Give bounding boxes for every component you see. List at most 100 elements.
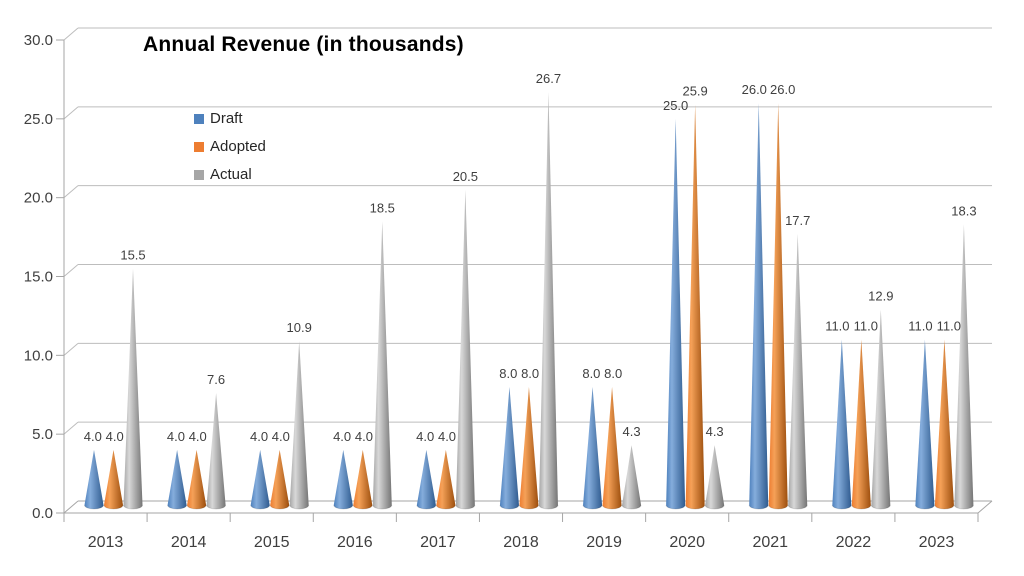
data-label: 4.3 [706, 424, 724, 439]
data-label: 4.0 [355, 429, 373, 444]
data-label: 4.0 [438, 429, 456, 444]
floor-right-edge [977, 500, 993, 514]
data-label: 4.0 [167, 429, 185, 444]
data-label: 26.0 [742, 82, 767, 97]
cone-adopted [934, 339, 954, 509]
data-label: 18.3 [951, 203, 976, 218]
x-axis-label: 2016 [337, 534, 373, 551]
cone-actual [538, 92, 558, 509]
legend-swatch-draft-icon [194, 114, 204, 124]
data-label: 26.7 [536, 71, 561, 86]
data-label: 18.5 [370, 200, 395, 215]
data-label: 12.9 [868, 289, 893, 304]
x-axis-label: 2017 [420, 534, 456, 551]
y-axis-label: 15.0 [24, 269, 53, 286]
data-label: 15.5 [120, 248, 145, 263]
legend-label-draft: Draft [210, 110, 243, 127]
legend-swatch-adopted-icon [194, 142, 204, 152]
data-label: 26.0 [770, 82, 795, 97]
data-label: 4.0 [189, 429, 207, 444]
x-axis-label: 2013 [88, 534, 124, 551]
cone-base-rim [934, 504, 955, 510]
cone-draft [333, 449, 353, 509]
cone-base-rim [851, 504, 872, 510]
cone-base-rim [167, 504, 188, 510]
cone-base-rim [518, 504, 539, 510]
cone-actual [289, 341, 309, 509]
x-axis-label: 2014 [171, 534, 207, 551]
data-label: 4.0 [333, 429, 351, 444]
cone-base-rim [289, 504, 310, 510]
legend-item-actual: Actual [194, 166, 266, 184]
x-axis-label: 2019 [586, 534, 622, 551]
cone-base-rim [582, 504, 603, 510]
data-label: 8.0 [604, 366, 622, 381]
cone-actual [788, 233, 808, 509]
cone-adopted [685, 104, 705, 509]
x-axis-label: 2023 [919, 534, 955, 551]
legend-label-adopted: Adopted [210, 138, 266, 155]
data-label: 11.0 [937, 319, 961, 334]
legend-item-draft: Draft [194, 110, 266, 128]
cone-base-rim [435, 504, 456, 510]
data-label: 4.3 [623, 424, 641, 439]
x-axis-label: 2020 [669, 534, 705, 551]
y-axis-label: 30.0 [24, 32, 53, 49]
cone-actual [622, 445, 642, 509]
cone-base-rim [621, 504, 642, 510]
cone-adopted [187, 449, 207, 509]
cone-draft [84, 449, 104, 509]
gridline-depth-segment [63, 264, 79, 277]
cone-draft [416, 449, 436, 509]
cone-base-rim [665, 504, 686, 510]
cone-base-rim [250, 504, 271, 510]
data-label: 4.0 [84, 429, 102, 444]
data-label: 25.0 [663, 98, 688, 113]
x-axis-label: 2018 [503, 534, 539, 551]
cone-draft [832, 339, 852, 509]
cone-base-rim [787, 504, 808, 510]
legend: Draft Adopted Actual [194, 110, 266, 194]
data-label: 4.0 [416, 429, 434, 444]
cone-base-rim [455, 504, 476, 510]
cone-draft [499, 386, 519, 509]
x-axis-label: 2021 [752, 534, 788, 551]
cone-base-rim [269, 504, 290, 510]
cone-draft [250, 449, 270, 509]
data-label: 17.7 [785, 213, 810, 228]
gridline-depth-segment [63, 27, 79, 41]
gridline-depth-segment [63, 500, 79, 514]
cone-base-rim [372, 504, 393, 510]
cone-adopted [270, 449, 290, 509]
data-label: 25.9 [682, 84, 707, 99]
x-axis-label: 2015 [254, 534, 290, 551]
data-label: 4.0 [250, 429, 268, 444]
cone-base-rim [103, 504, 124, 510]
data-label: 20.5 [453, 169, 478, 184]
chart-title: Annual Revenue (in thousands) [143, 33, 464, 56]
cone-base-rim [831, 504, 852, 510]
y-axis-label: 10.0 [24, 347, 53, 364]
cone-base-rim [186, 504, 207, 510]
cone-base-rim [538, 504, 559, 510]
data-label: 11.0 [854, 319, 878, 334]
cone-base-rim [685, 504, 706, 510]
cone-draft [167, 449, 187, 509]
gridline-depth-segment [63, 342, 79, 356]
cone-adopted [104, 449, 123, 509]
cone-adopted [851, 339, 871, 509]
y-axis-label: 20.0 [24, 190, 53, 207]
cone-base-rim [416, 504, 437, 510]
cone-base-rim [768, 504, 789, 510]
cone-base-rim [84, 504, 104, 510]
x-axis-label: 2022 [836, 534, 872, 551]
cone-actual [123, 268, 143, 509]
y-axis-label: 0.0 [32, 505, 53, 522]
data-label: 8.0 [582, 366, 600, 381]
cone-actual [455, 189, 475, 510]
data-label: 7.6 [207, 372, 225, 387]
data-label: 8.0 [521, 366, 539, 381]
data-label: 8.0 [499, 366, 517, 381]
